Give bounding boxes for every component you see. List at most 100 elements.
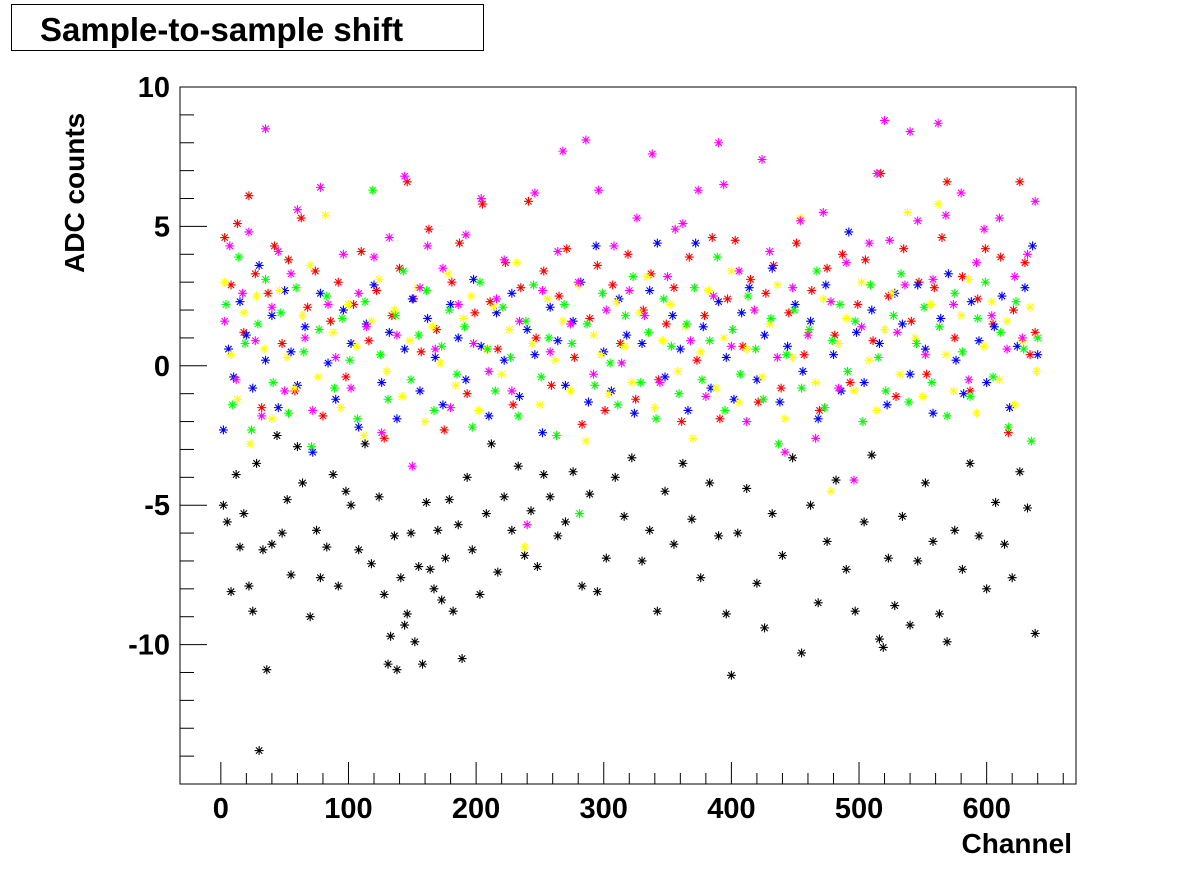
data-point: [430, 344, 440, 354]
data-point: [601, 553, 611, 563]
data-point: [430, 352, 440, 362]
data-point: [268, 378, 278, 388]
data-point: [513, 461, 523, 471]
data-point: [872, 405, 882, 415]
data-point: [857, 277, 867, 287]
data-point: [826, 486, 836, 496]
x-tick-label: 500: [835, 793, 883, 825]
data-point: [623, 249, 633, 259]
data-point: [674, 389, 684, 399]
data-point: [774, 439, 784, 449]
data-point: [948, 299, 958, 309]
data-point: [420, 417, 430, 427]
data-point: [356, 246, 366, 256]
data-point: [919, 302, 929, 312]
data-point: [850, 316, 860, 326]
data-point: [395, 263, 405, 273]
data-point: [331, 394, 341, 404]
data-point: [974, 531, 984, 541]
data-point: [262, 665, 272, 675]
data-point: [269, 241, 279, 251]
chart-title: Sample-to-sample shift: [40, 11, 404, 48]
data-point: [925, 299, 935, 309]
data-point: [689, 283, 699, 293]
data-point: [881, 386, 891, 396]
data-point: [654, 375, 664, 385]
data-point: [377, 378, 387, 388]
data-point: [733, 528, 743, 538]
data-point: [788, 453, 798, 463]
data-point: [345, 355, 355, 365]
data-point: [650, 403, 660, 413]
data-point: [455, 238, 465, 248]
data-point: [751, 344, 761, 354]
x-tick-label: 100: [324, 793, 372, 825]
data-point: [582, 319, 592, 329]
data-point: [705, 478, 715, 488]
data-point: [866, 280, 876, 290]
data-point: [788, 283, 798, 293]
data-point: [714, 297, 724, 307]
data-point: [594, 185, 604, 195]
data-point: [951, 355, 961, 365]
data-point: [697, 375, 707, 385]
data-point: [326, 316, 336, 326]
data-point: [553, 531, 563, 541]
data-point: [996, 327, 1006, 337]
data-point: [522, 520, 532, 530]
data-point: [328, 470, 338, 480]
data-point: [707, 233, 717, 243]
data-point: [351, 341, 361, 351]
data-point: [888, 311, 898, 321]
data-point: [1007, 573, 1017, 583]
data-point: [904, 397, 914, 407]
data-point: [292, 442, 302, 452]
axis-ticks: [180, 86, 1064, 785]
data-point: [415, 283, 425, 293]
data-point: [596, 350, 606, 360]
data-point: [590, 380, 600, 390]
data-point: [772, 352, 782, 362]
data-point: [619, 341, 629, 351]
data-point: [375, 350, 385, 360]
data-point: [585, 313, 595, 323]
data-point: [979, 224, 989, 234]
data-point: [400, 344, 410, 354]
data-point: [1030, 628, 1040, 638]
data-point: [392, 665, 402, 675]
data-point: [550, 355, 560, 365]
data-point: [544, 333, 554, 343]
data-point: [950, 288, 960, 298]
data-point: [267, 302, 277, 312]
data-point: [552, 431, 562, 440]
data-point: [612, 297, 622, 307]
data-point: [333, 277, 343, 287]
data-point: [714, 138, 724, 148]
data-point: [692, 355, 702, 365]
data-point: [604, 389, 614, 399]
data-point: [421, 497, 431, 507]
data-point: [882, 400, 892, 410]
data-point: [860, 255, 870, 265]
data-point: [859, 378, 869, 388]
data-point: [310, 266, 320, 276]
data-point: [391, 311, 401, 321]
data-point: [885, 235, 895, 245]
data-point: [890, 601, 900, 611]
data-point: [466, 291, 476, 301]
data-point: [1003, 422, 1013, 432]
data-point: [374, 274, 384, 284]
data-point: [673, 366, 683, 376]
data-point: [987, 297, 997, 307]
data-point: [913, 280, 923, 290]
data-point: [798, 366, 808, 376]
data-point: [878, 642, 888, 652]
data-point: [374, 492, 384, 502]
data-point: [234, 252, 244, 262]
data-point: [783, 341, 793, 351]
data-point: [527, 338, 537, 348]
data-point: [844, 227, 854, 237]
data-point: [887, 288, 897, 298]
data-point: [300, 322, 310, 332]
